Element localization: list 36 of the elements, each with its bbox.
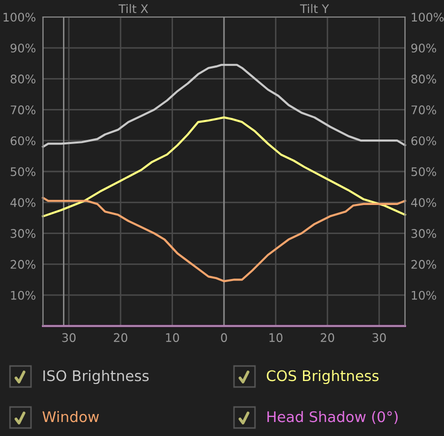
y-tick-label: 20% (10, 260, 36, 269)
y-tick-label: 10% (11, 290, 36, 300)
text: Head Shadow (0°) (267, 410, 398, 424)
x-tick-label: 0 (221, 333, 227, 342)
line-series (42, 64, 406, 148)
y-tick-label: 50% (10, 167, 36, 176)
y-tick-label: 40% (10, 198, 36, 208)
line-series (42, 116, 406, 218)
y-tick-label: 90% (10, 44, 36, 53)
x-tick-label: 30 (372, 333, 386, 342)
y-tick-label: 100% (4, 12, 36, 22)
y2-tick-label: 80% (411, 74, 436, 84)
y2-tick-label: 40% (411, 198, 436, 208)
x-tick-label: 20 (114, 333, 128, 342)
y2-tick-label: 50% (411, 167, 436, 176)
y2-tick-label: 100% (412, 12, 444, 22)
text: Tilt Y (300, 4, 330, 13)
y2-tick-label: 70% (412, 105, 436, 114)
y2-tick-label: 30% (411, 229, 436, 238)
y-tick-label: 80% (10, 74, 36, 84)
text: ISO Brightness (43, 370, 149, 384)
x-tick-label: 20 (320, 333, 334, 342)
y-tick-label: 70% (10, 105, 36, 114)
x-tick-label: 10 (166, 333, 180, 342)
line-series (42, 196, 406, 282)
text: COS Brightness (266, 370, 379, 384)
y-tick-label: 30% (10, 229, 36, 238)
y-tick-label: 60% (10, 136, 36, 146)
y2-tick-label: 10% (412, 290, 436, 300)
y2-tick-label: 90% (411, 44, 436, 53)
text: Tilt X (118, 4, 148, 13)
x-tick-label: 10 (270, 333, 282, 342)
x-tick-label: 30 (62, 333, 76, 342)
y2-tick-label: 20% (411, 260, 436, 269)
y2-tick-label: 60% (411, 136, 436, 146)
text: Window (42, 410, 99, 422)
